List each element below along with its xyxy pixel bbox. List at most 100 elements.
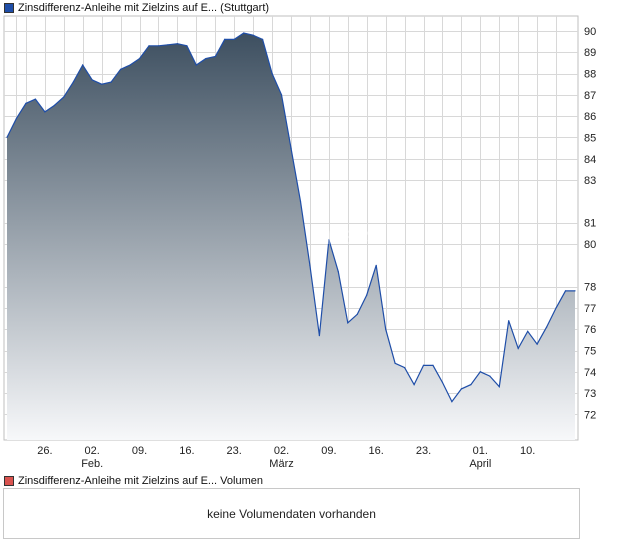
y-tick-label: 85 — [584, 132, 596, 144]
data-point — [299, 200, 302, 202]
y-tick-label: 80 — [584, 239, 596, 251]
volume-legend-swatch — [4, 476, 14, 486]
data-point — [347, 322, 349, 324]
price-area — [7, 33, 575, 440]
data-point — [328, 239, 330, 241]
data-point — [91, 79, 93, 81]
data-point — [53, 104, 55, 107]
y-tick-label: 84 — [584, 154, 596, 166]
data-point — [157, 45, 160, 47]
y-tick-label: 81 — [584, 218, 596, 230]
data-point — [404, 367, 406, 369]
data-point — [82, 64, 84, 66]
price-legend-label: Zinsdifferenz-Anleihe mit Zielzins auf E… — [18, 2, 270, 14]
data-point — [546, 326, 548, 328]
data-point — [44, 111, 46, 113]
data-point — [148, 45, 150, 47]
y-tick-label: 75 — [584, 346, 596, 358]
data-point — [214, 55, 216, 58]
data-point — [385, 328, 387, 330]
data-point — [176, 43, 178, 45]
data-point — [271, 72, 273, 75]
x-tick-label: 02. — [85, 445, 100, 457]
x-tick-label: 09. — [132, 445, 147, 457]
data-point — [129, 64, 131, 66]
data-point — [574, 290, 576, 292]
data-point — [337, 271, 339, 273]
data-point — [233, 38, 235, 41]
data-point — [195, 64, 197, 66]
data-point — [498, 386, 500, 388]
y-tick-label: 88 — [584, 69, 596, 81]
data-point — [394, 362, 396, 364]
data-point — [564, 290, 567, 292]
x-tick-label: 02. — [274, 445, 289, 457]
data-point — [101, 83, 103, 85]
data-point — [262, 38, 264, 41]
x-tick-label: 16. — [179, 445, 194, 457]
data-point — [489, 375, 491, 377]
y-tick-label: 72 — [584, 409, 596, 421]
x-tick-label: 16. — [369, 445, 384, 457]
data-point — [63, 96, 65, 98]
data-point — [318, 335, 320, 337]
data-point — [186, 45, 188, 47]
data-point — [460, 388, 462, 390]
data-point — [432, 364, 434, 366]
data-point — [479, 371, 481, 373]
data-point — [309, 264, 311, 266]
data-point — [252, 34, 254, 36]
data-point — [413, 384, 415, 386]
y-tick-label: 87 — [584, 90, 596, 102]
data-point — [536, 343, 538, 345]
price-chart: 90 89 88 87 86 85 84 83 81 80 78 77 76 75 74 73 72 26. 02.… — [3, 15, 596, 470]
x-tick-label: 23. — [416, 445, 431, 457]
data-point — [508, 320, 510, 322]
y-tick-label: 90 — [584, 26, 596, 38]
data-point — [205, 58, 207, 60]
data-point — [470, 384, 472, 386]
volume-empty-message: keine Volumendaten vorhanden — [207, 506, 376, 521]
volume-legend-label: Zinsdifferenz-Anleihe mit Zielzins auf E… — [18, 475, 263, 487]
data-point — [451, 401, 453, 403]
y-tick-label: 74 — [584, 367, 596, 379]
data-point — [375, 264, 377, 266]
data-point — [422, 364, 425, 366]
y-tick-label: 73 — [584, 388, 596, 400]
x-month-label: März — [269, 458, 293, 470]
data-point — [243, 32, 245, 34]
x-month-label: April — [469, 458, 491, 470]
price-legend: Zinsdifferenz-Anleihe mit Zielzins auf E… — [4, 1, 269, 15]
data-point — [224, 38, 226, 41]
volume-panel: keine Volumendaten vorhanden — [3, 488, 580, 539]
data-point — [25, 102, 27, 104]
y-tick-label: 76 — [584, 324, 596, 336]
x-tick-label: 10. — [520, 445, 535, 457]
data-point — [280, 94, 283, 96]
data-point — [6, 136, 8, 138]
y-tick-label: 83 — [584, 175, 596, 187]
y-tick-label: 78 — [584, 282, 596, 294]
data-point — [527, 330, 529, 332]
data-point — [15, 117, 18, 119]
data-point — [517, 347, 519, 349]
x-month-label: Feb. — [81, 458, 103, 470]
volume-legend: Zinsdifferenz-Anleihe mit Zielzins auf E… — [4, 474, 263, 488]
x-tick-label: 09. — [321, 445, 336, 457]
data-point — [120, 68, 122, 70]
data-point — [356, 313, 358, 315]
x-tick-label: 23. — [227, 445, 242, 457]
price-legend-swatch — [4, 3, 14, 13]
data-point — [110, 81, 112, 83]
y-tick-label: 77 — [584, 303, 596, 315]
y-tick-label: 89 — [584, 47, 596, 59]
data-point — [138, 58, 141, 60]
data-point — [167, 44, 169, 46]
y-tick-label: 86 — [584, 111, 596, 123]
x-tick-label: 26. — [37, 445, 52, 457]
x-tick-label: 01. — [473, 445, 488, 457]
data-point — [555, 307, 557, 309]
data-point — [441, 381, 444, 384]
data-point — [290, 147, 292, 149]
data-point — [366, 294, 368, 296]
